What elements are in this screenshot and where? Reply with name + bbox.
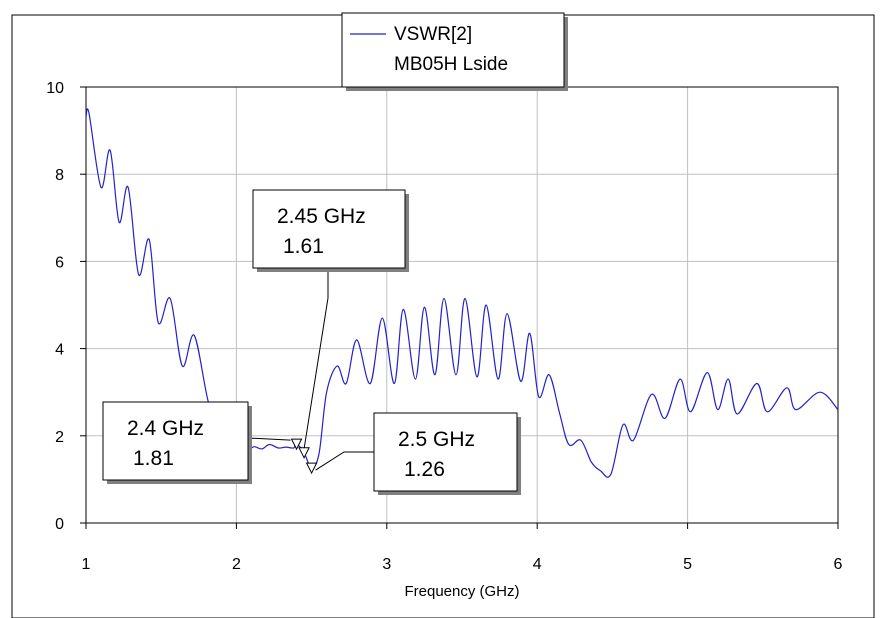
marker-leader-line bbox=[247, 437, 291, 441]
legend-entry-subtitle: MB05H Lside bbox=[394, 54, 508, 75]
marker-value-label: 1.81 bbox=[133, 447, 174, 470]
x-axis-title: Frequency (GHz) bbox=[404, 583, 519, 600]
marker-triangle bbox=[298, 447, 310, 459]
marker-leader-line bbox=[303, 268, 329, 449]
legend-entry-series: VSWR[2] bbox=[394, 24, 472, 45]
marker-triangle bbox=[290, 438, 303, 451]
x-tick-label: 5 bbox=[683, 556, 692, 573]
y-tick-label: 0 bbox=[55, 516, 64, 533]
y-tick-label: 2 bbox=[55, 429, 64, 446]
y-tick-label: 10 bbox=[46, 80, 64, 97]
x-tick-label: 4 bbox=[533, 556, 542, 573]
y-tick-label: 4 bbox=[55, 342, 64, 359]
marker-box bbox=[373, 412, 518, 492]
x-tick-label: 2 bbox=[232, 556, 241, 573]
marker-frequency-label: 2.5 GHz bbox=[398, 428, 475, 451]
series-group bbox=[85, 108, 839, 478]
outer-frame bbox=[11, 14, 875, 618]
marker-leader-line bbox=[315, 451, 374, 471]
y-tick-label: 8 bbox=[55, 167, 64, 184]
y-tick-label: 6 bbox=[55, 254, 64, 271]
series-line-vswr bbox=[85, 108, 839, 478]
marker-value-label: 1.26 bbox=[404, 458, 445, 481]
x-tick-label: 3 bbox=[382, 556, 391, 573]
marker-value-label: 1.61 bbox=[283, 235, 324, 258]
x-tick-labels: 1 2 3 4 5 6 bbox=[82, 556, 843, 573]
marker-frequency-label: 2.4 GHz bbox=[127, 417, 204, 440]
x-tick-label: 1 bbox=[82, 556, 91, 573]
markers-group: 2.45 GHz 1.61 2.4 GHz 1.81 2.5 GHz 1.26 bbox=[102, 189, 521, 495]
legend-box bbox=[341, 12, 565, 88]
marker-frequency-label: 2.45 GHz bbox=[277, 205, 366, 228]
y-tick-labels: 0 2 4 6 8 10 bbox=[46, 80, 64, 533]
marker-box bbox=[252, 189, 406, 269]
legend: VSWR[2] MB05H Lside bbox=[341, 12, 568, 91]
marker-triangle bbox=[305, 462, 318, 475]
marker-box bbox=[102, 401, 249, 481]
x-tick-label: 6 bbox=[834, 556, 843, 573]
